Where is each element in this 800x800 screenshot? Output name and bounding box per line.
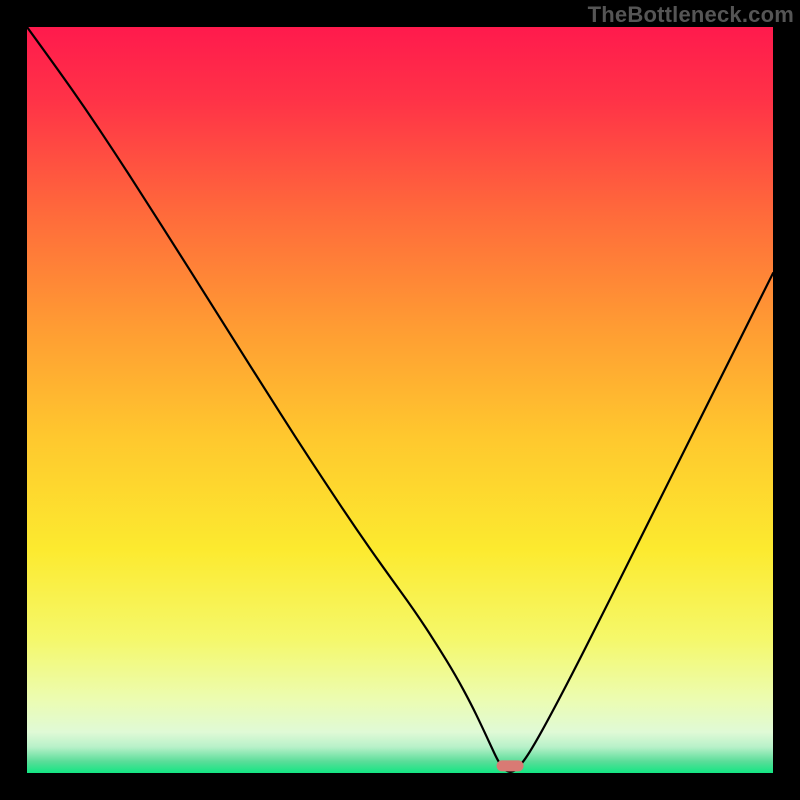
page: TheBottleneck.com [0, 0, 800, 800]
watermark-text: TheBottleneck.com [588, 2, 794, 28]
bottleneck-curve [27, 27, 773, 773]
minimum-marker [497, 761, 524, 772]
plot-area [27, 27, 773, 773]
